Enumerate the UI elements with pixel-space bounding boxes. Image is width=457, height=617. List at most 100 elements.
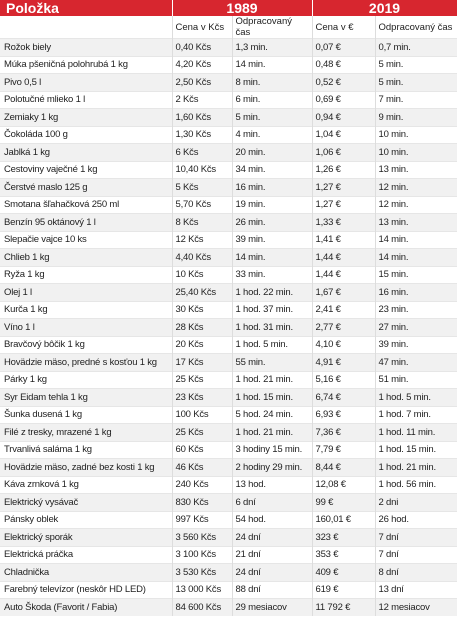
column-header: Odpracovaný čas: [375, 16, 457, 39]
value-cell: 5,16 €: [312, 370, 376, 389]
item-cell: Párky 1 kg: [0, 370, 173, 389]
value-cell: 11 792 €: [312, 598, 376, 616]
value-cell: 13 000 Kčs: [172, 580, 233, 599]
value-cell: 1,60 Kčs: [172, 108, 233, 126]
value-cell: 12 mesiacov: [375, 598, 457, 616]
table-row: Elektrický vysávač 830 Kčs 6 dní 99 €2 dni: [0, 493, 457, 511]
value-cell: 34 min.: [232, 160, 313, 179]
value-cell: 1 hod. 7 min.: [375, 405, 457, 424]
value-cell: 2,41 €: [312, 300, 376, 319]
table-row: Pivo 0,5 l 2,50 Kčs 8 min. 0,52 €5 min.: [0, 73, 457, 91]
value-cell: 13 hod.: [232, 475, 313, 494]
value-cell: 25,40 Kčs: [172, 283, 233, 301]
item-cell: Čerstvé maslo 125 g: [0, 178, 173, 196]
table-row: Víno 1 l 28 Kčs 1 hod. 31 min. 2,77 €27 min…: [0, 318, 457, 336]
table-row: Elektrický sporák 3 560 Kčs 24 dní 323 €7 d…: [0, 528, 457, 546]
value-cell: 1 hod. 22 min.: [232, 283, 313, 301]
value-cell: 16 min.: [232, 178, 313, 196]
value-cell: 0,40 Kčs: [172, 38, 233, 56]
value-cell: 2,50 Kčs: [172, 73, 233, 91]
value-cell: 1 hod. 56 min.: [375, 475, 457, 494]
value-cell: 1,41 €: [312, 230, 376, 249]
value-cell: 1,67 €: [312, 283, 376, 301]
value-cell: 830 Kčs: [172, 493, 233, 511]
value-cell: 2,77 €: [312, 318, 376, 336]
table-row: Hovädzie mäso, zadné bez kosti 1 kg 46 Kč…: [0, 458, 457, 476]
value-cell: 8 Kčs: [172, 213, 233, 231]
value-cell: 1,33 €: [312, 213, 376, 231]
value-cell: 7 dní: [375, 545, 457, 564]
table-row: Elektrická práčka 3 100 Kčs 21 dní 353 €7 d…: [0, 545, 457, 564]
item-cell: Káva zrnková 1 kg: [0, 475, 173, 494]
value-cell: 4,91 €: [312, 353, 376, 371]
value-cell: 5 hod. 24 min.: [232, 405, 313, 424]
value-cell: 13 dní: [375, 580, 457, 599]
value-cell: 2 hodiny 29 min.: [232, 458, 313, 476]
value-cell: 33 min.: [232, 265, 313, 284]
item-cell: Čokoláda 100 g: [0, 125, 173, 144]
value-cell: 0,52 €: [312, 73, 376, 91]
value-cell: 1,04 €: [312, 125, 376, 144]
item-cell: Jablká 1 kg: [0, 143, 173, 161]
value-cell: 39 min.: [375, 335, 457, 354]
value-cell: 6,93 €: [312, 405, 376, 424]
value-cell: 24 dní: [232, 563, 313, 581]
item-cell: Polotučné mlieko 1 l: [0, 90, 173, 109]
table-row: Rožok biely 0,40 Kčs 1,3 min. 0,07 €0,7 min…: [0, 38, 457, 56]
value-cell: 5 min.: [375, 73, 457, 91]
value-cell: 0,7 min.: [375, 38, 457, 56]
table-row: Čokoláda 100 g 1,30 Kčs 4 min. 1,04 €10 min…: [0, 125, 457, 144]
value-cell: 47 min.: [375, 353, 457, 371]
value-cell: 12,08 €: [312, 475, 376, 494]
value-cell: 23 Kčs: [172, 388, 233, 406]
value-cell: 25 Kčs: [172, 370, 233, 389]
value-cell: 619 €: [312, 580, 376, 599]
value-cell: 3 hodiny 15 min.: [232, 440, 313, 459]
value-cell: 8 dní: [375, 563, 457, 581]
value-cell: 160,01 €: [312, 510, 376, 529]
value-cell: 27 min.: [375, 318, 457, 336]
item-cell: Šunka dusená 1 kg: [0, 405, 173, 424]
value-cell: 1,27 €: [312, 195, 376, 214]
value-cell: 1,30 Kčs: [172, 125, 233, 144]
item-cell: Ryža 1 kg: [0, 265, 173, 284]
value-cell: 353 €: [312, 545, 376, 564]
table-row: Olej 1 l 25,40 Kčs 1 hod. 22 min. 1,67 €16 …: [0, 283, 457, 301]
value-cell: 12 min.: [375, 178, 457, 196]
value-cell: 14 min.: [232, 248, 313, 266]
value-cell: 323 €: [312, 528, 376, 546]
value-cell: 10 min.: [375, 143, 457, 161]
item-cell: Zemiaky 1 kg: [0, 108, 173, 126]
value-cell: 4 min.: [232, 125, 313, 144]
value-cell: 54 hod.: [232, 510, 313, 529]
value-cell: 2 dni: [375, 493, 457, 511]
table-row: Párky 1 kg 25 Kčs 1 hod. 21 min. 5,16 €51 m…: [0, 370, 457, 389]
value-cell: 3 100 Kčs: [172, 545, 233, 564]
value-cell: 8 min.: [232, 73, 313, 91]
value-cell: 26 min.: [232, 213, 313, 231]
value-cell: 1 hod. 37 min.: [232, 300, 313, 319]
value-cell: 23 min.: [375, 300, 457, 319]
item-cell: Kurča 1 kg: [0, 300, 173, 319]
value-cell: 5 min.: [232, 108, 313, 126]
value-cell: 12 min.: [375, 195, 457, 214]
table-row: Slepačie vajce 10 ks 12 Kčs 39 min. 1,41 €1…: [0, 230, 457, 249]
value-cell: 6,74 €: [312, 388, 376, 406]
value-cell: 26 hod.: [375, 510, 457, 529]
value-cell: 6 min.: [232, 90, 313, 109]
value-cell: 55 min.: [232, 353, 313, 371]
value-cell: 1 hod. 11 min.: [375, 423, 457, 441]
table-row: Ryža 1 kg 10 Kčs 33 min. 1,44 €15 min.: [0, 265, 457, 284]
item-cell: Chladnička: [0, 563, 173, 581]
table-row: Pánsky oblek 997 Kčs 54 hod. 160,01 €26 hod…: [0, 510, 457, 529]
value-cell: 24 dní: [232, 528, 313, 546]
value-cell: 1 hod. 5 min.: [375, 388, 457, 406]
value-cell: 4,20 Kčs: [172, 55, 233, 74]
value-cell: 20 Kčs: [172, 335, 233, 354]
value-cell: 19 min.: [232, 195, 313, 214]
value-cell: 12 Kčs: [172, 230, 233, 249]
empty-subheader: [0, 16, 173, 39]
